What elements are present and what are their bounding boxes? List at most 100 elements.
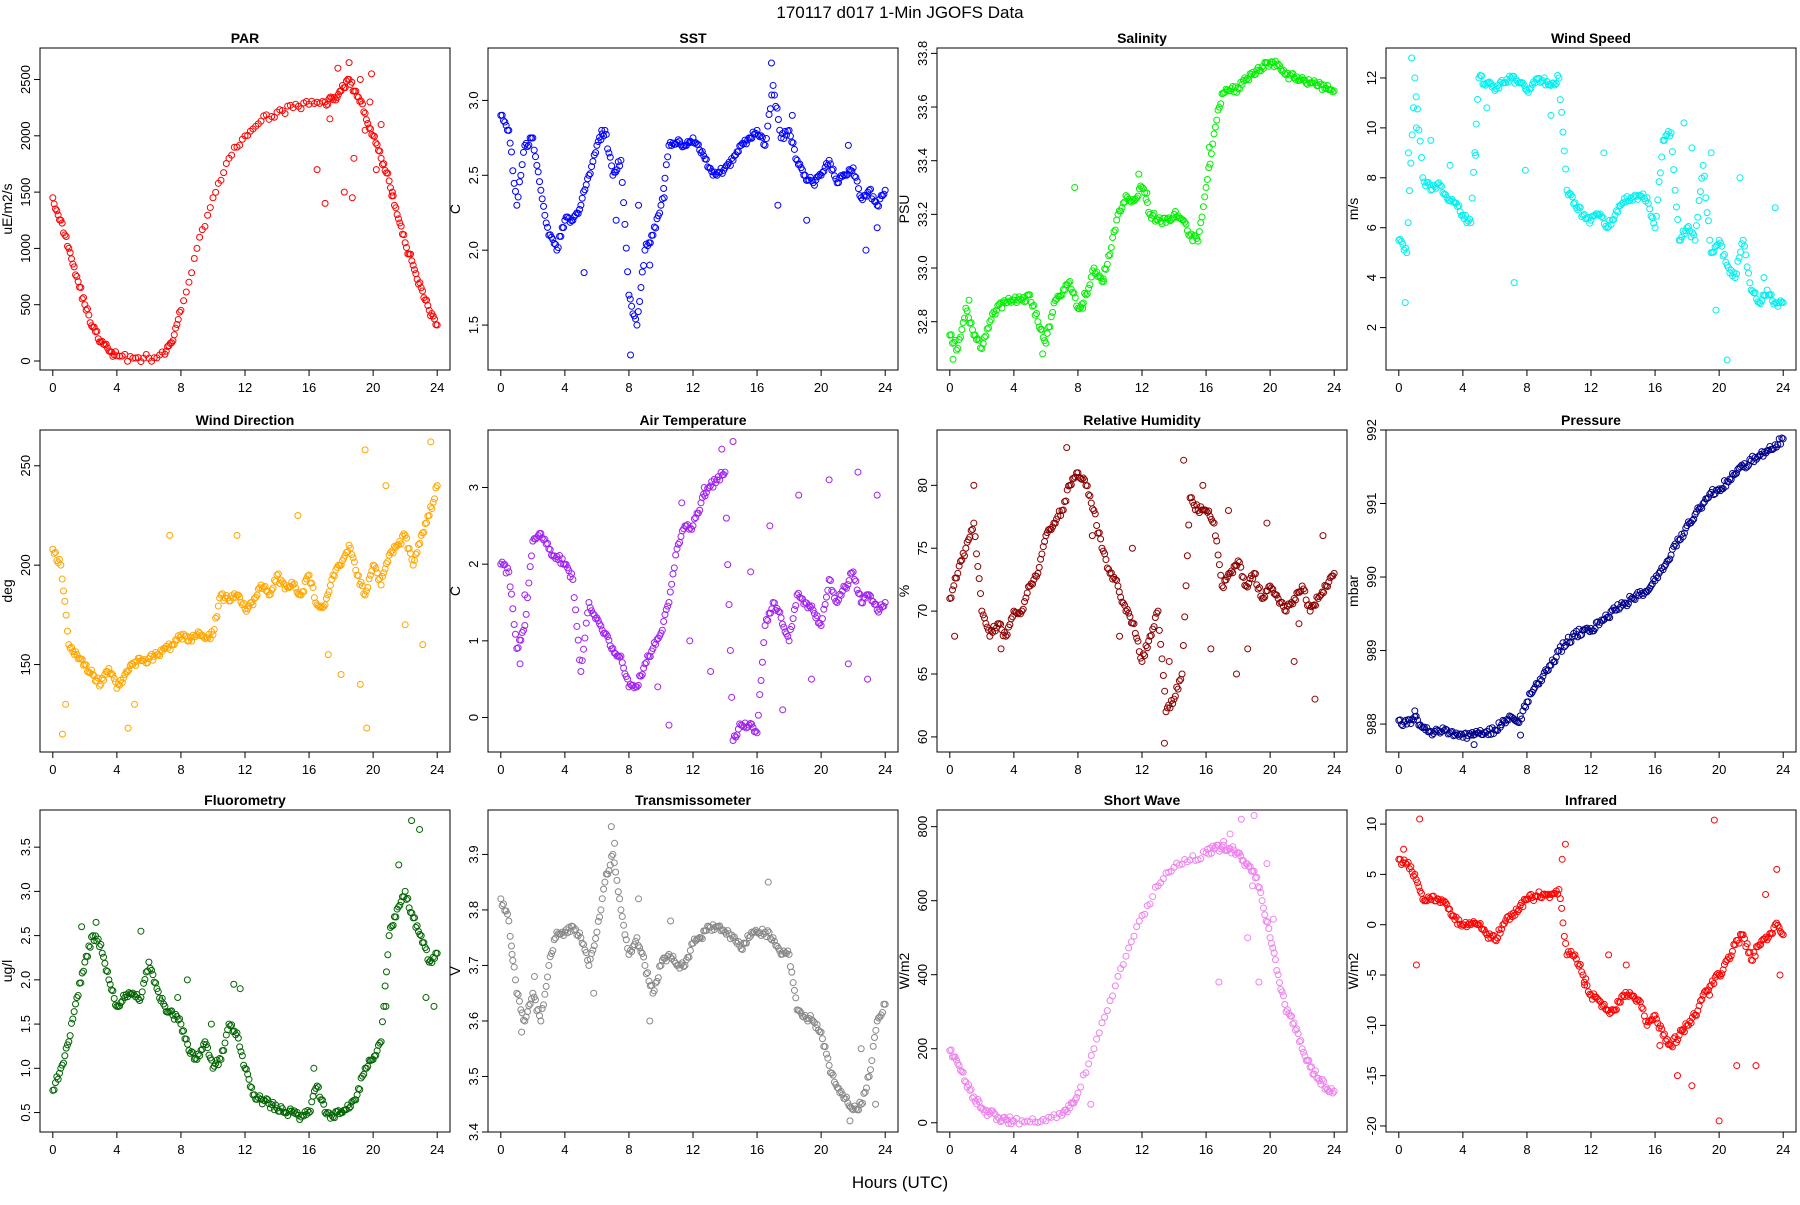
data-point	[345, 1104, 353, 1112]
data-point	[110, 675, 118, 683]
data-point	[760, 140, 768, 148]
data-point	[1093, 521, 1101, 529]
data-point	[168, 339, 176, 347]
data-point	[1439, 898, 1447, 906]
data-point	[59, 587, 67, 595]
data-point-outlier	[1517, 731, 1525, 739]
data-point	[534, 168, 542, 176]
data-point	[214, 602, 222, 610]
data-point	[634, 308, 642, 316]
data-point	[625, 291, 633, 299]
x-tick-label: 12	[686, 1142, 700, 1157]
data-point	[364, 1062, 372, 1070]
data-point	[1203, 175, 1211, 183]
y-tick-label: 1.5	[18, 1015, 33, 1033]
data-point	[1095, 529, 1103, 537]
data-point	[849, 164, 857, 172]
data-point	[417, 284, 425, 292]
data-point	[84, 952, 92, 960]
data-point	[110, 995, 118, 1003]
x-tick-label: 8	[625, 380, 632, 395]
data-point	[1065, 279, 1073, 287]
data-point	[1079, 474, 1087, 482]
data-point	[574, 210, 582, 218]
data-point	[1161, 687, 1169, 695]
data-point	[1139, 185, 1147, 193]
data-point	[1576, 960, 1584, 968]
data-point	[117, 999, 125, 1007]
data-point	[1668, 148, 1676, 156]
data-point	[325, 588, 333, 596]
data-point	[1114, 972, 1122, 980]
data-point	[326, 581, 334, 589]
data-point	[412, 270, 420, 278]
data-point	[605, 149, 613, 157]
data-point-outlier	[846, 1117, 854, 1125]
data-point	[509, 957, 517, 965]
data-point	[511, 630, 519, 638]
data-point	[180, 1027, 188, 1035]
data-point	[1150, 623, 1158, 631]
data-point	[1085, 1060, 1093, 1068]
x-tick-label: 24	[430, 762, 444, 777]
data-point	[269, 584, 277, 592]
x-tick-label: 0	[1395, 762, 1402, 777]
series-points	[497, 438, 889, 744]
data-point-outlier	[1411, 707, 1419, 715]
data-point	[529, 134, 537, 142]
data-point	[820, 167, 828, 175]
data-point	[592, 149, 600, 157]
data-point	[880, 190, 888, 198]
data-point	[354, 1085, 362, 1093]
data-point-outlier	[1707, 149, 1715, 157]
series-points	[1395, 815, 1787, 1125]
data-point	[421, 520, 429, 528]
data-point	[1057, 292, 1065, 300]
data-point	[102, 967, 110, 975]
y-tick-label: 33.4	[915, 148, 930, 173]
data-point	[413, 922, 421, 930]
y-tick-label: 1.0	[18, 1059, 33, 1077]
data-point	[614, 888, 622, 896]
data-point	[620, 921, 628, 929]
data-point	[537, 1017, 545, 1025]
data-point	[72, 271, 80, 279]
data-point	[1157, 640, 1165, 648]
data-point-outlier	[1561, 840, 1569, 848]
y-axis-label: C	[447, 204, 463, 214]
y-tick-label: 0	[18, 357, 33, 364]
data-point	[1680, 529, 1688, 537]
data-point	[278, 578, 286, 586]
data-point	[118, 679, 126, 687]
data-point	[538, 195, 546, 203]
y-tick-label: 2.5	[18, 927, 33, 945]
data-point	[1656, 169, 1664, 177]
data-point	[125, 666, 133, 674]
data-point	[991, 627, 999, 635]
data-point	[241, 132, 249, 140]
data-point	[1486, 78, 1494, 86]
data-point	[1696, 997, 1704, 1005]
data-point	[837, 591, 845, 599]
data-point	[1667, 551, 1675, 559]
data-point	[505, 917, 513, 925]
data-point	[792, 155, 800, 163]
data-point	[1564, 191, 1572, 199]
data-point	[808, 602, 816, 610]
data-point	[1173, 683, 1181, 691]
data-point	[1467, 219, 1475, 227]
data-point	[1086, 281, 1094, 289]
data-point	[1055, 507, 1063, 515]
data-point	[257, 117, 265, 125]
data-point	[617, 652, 625, 660]
data-point	[538, 1004, 546, 1012]
data-point	[641, 246, 649, 254]
data-point	[63, 242, 71, 250]
data-point	[1197, 219, 1205, 227]
data-point	[201, 222, 209, 230]
data-point	[661, 174, 669, 182]
data-point	[781, 127, 789, 135]
data-point	[638, 671, 646, 679]
data-point	[77, 979, 85, 987]
data-point	[600, 885, 608, 893]
